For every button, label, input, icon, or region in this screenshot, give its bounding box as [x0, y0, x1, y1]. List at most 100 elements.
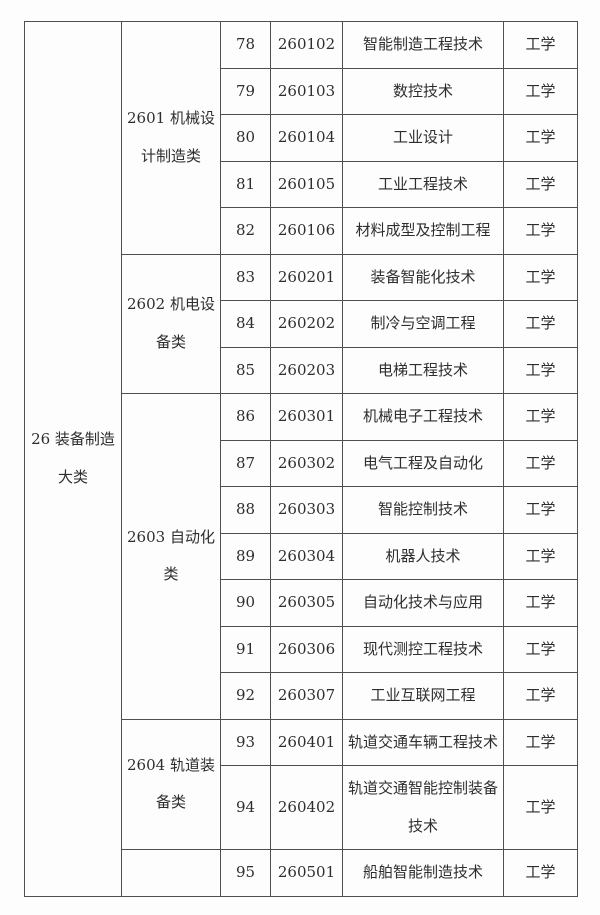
table-row: 26 装备制造 大类 2601 机械设 计制造类 78 260102 智能制造工…: [24, 21, 578, 897]
degree-cell: 工学: [503, 346, 578, 394]
code-cell: 260402: [270, 765, 343, 850]
table-row: 85 260203 电梯工程技术 工学: [25, 346, 578, 394]
group-label-line1: 2604 轨道装: [127, 755, 215, 774]
program-name-cell: 电梯工程技术: [342, 346, 504, 394]
program-name-cell: 装备智能化技术: [342, 253, 504, 301]
degree-cell: 工学: [503, 300, 578, 348]
code-cell: 260307: [270, 672, 343, 720]
seq-cell: 89: [220, 532, 271, 580]
seq-cell: 84: [220, 300, 271, 348]
code-cell: 260401: [270, 718, 343, 766]
table-row: 2604 轨道装 备类 93 260401 轨道交通车辆工程技术 工学: [25, 718, 578, 850]
program-name-cell: 现代测控工程技术: [342, 625, 504, 673]
seq-cell: 95: [220, 849, 271, 897]
program-name-cell: 制冷与空调工程: [342, 300, 504, 348]
seq-cell: 83: [220, 253, 271, 301]
group-label-line2: 备类: [155, 793, 186, 812]
table-row: 2603 自动化 类 86 260301 机械电子工程技术 工学: [25, 393, 578, 720]
program-name-cell: 船舶智能制造技术: [342, 849, 504, 897]
big-category-line1: 26 装备制造: [31, 430, 115, 449]
program-name-cell: 数控技术: [342, 67, 504, 115]
table-row: 80 260104 工业设计 工学: [25, 114, 578, 162]
code-cell: 260106: [270, 207, 343, 255]
degree-cell: 工学: [503, 625, 578, 673]
table-row: 82 260106 材料成型及控制工程 工学: [25, 207, 578, 255]
seq-cell: 90: [220, 579, 271, 627]
seq-cell: 88: [220, 486, 271, 534]
seq-cell: 93: [220, 718, 271, 766]
seq-cell: 92: [220, 672, 271, 720]
seq-cell: 87: [220, 439, 271, 487]
group-cell-empty: [121, 849, 221, 897]
program-name-cell: 工业工程技术: [342, 160, 504, 208]
program-name-cell: 轨道交通车辆工程技术: [342, 718, 504, 766]
table-row: 95 260501 船舶智能制造技术 工学: [25, 849, 578, 897]
seq-cell: 94: [220, 765, 271, 850]
code-cell: 260202: [270, 300, 343, 348]
program-name-cell: 机械电子工程技术: [342, 393, 504, 441]
degree-cell: 工学: [503, 21, 578, 69]
table-row: 84 260202 制冷与空调工程 工学: [25, 300, 578, 348]
code-cell: 260306: [270, 625, 343, 673]
degree-cell: 工学: [503, 672, 578, 720]
table-row: 87 260302 电气工程及自动化 工学: [25, 439, 578, 487]
table-row: 89 260304 机器人技术 工学: [25, 532, 578, 580]
table-row: 92 260307 工业互联网工程 工学: [25, 672, 578, 720]
table-row: 94 260402 轨道交通智能控制装备技术 工学: [25, 765, 578, 850]
degree-cell: 工学: [503, 532, 578, 580]
group-label-line2: 备类: [155, 332, 186, 351]
program-name-cell: 智能控制技术: [342, 486, 504, 534]
code-cell: 260501: [270, 849, 343, 897]
degree-cell: 工学: [503, 160, 578, 208]
big-category-cell: 26 装备制造 大类: [24, 21, 122, 897]
degree-cell: 工学: [503, 486, 578, 534]
group-cell-2603: 2603 自动化 类: [121, 393, 221, 720]
code-cell: 260305: [270, 579, 343, 627]
seq-cell: 81: [220, 160, 271, 208]
program-name-cell: 电气工程及自动化: [342, 439, 504, 487]
seq-cell: 85: [220, 346, 271, 394]
group-label-line1: 2602 机电设: [127, 295, 215, 314]
seq-cell: 91: [220, 625, 271, 673]
program-name-cell: 材料成型及控制工程: [342, 207, 504, 255]
code-cell: 260103: [270, 67, 343, 115]
group-label-line2: 类: [163, 565, 179, 584]
seq-cell: 78: [220, 21, 271, 69]
code-cell: 260304: [270, 532, 343, 580]
degree-cell: 工学: [503, 718, 578, 766]
seq-cell: 79: [220, 67, 271, 115]
degree-cell: 工学: [503, 114, 578, 162]
table-row: 81 260105 工业工程技术 工学: [25, 160, 578, 208]
seq-cell: 86: [220, 393, 271, 441]
program-classification-table: 26 装备制造 大类 2601 机械设 计制造类 78 260102 智能制造工…: [24, 21, 578, 897]
code-cell: 260301: [270, 393, 343, 441]
code-cell: 260104: [270, 114, 343, 162]
program-name-cell: 自动化技术与应用: [342, 579, 504, 627]
seq-cell: 80: [220, 114, 271, 162]
group-label-line2: 计制造类: [140, 146, 201, 165]
table-row: 91 260306 现代测控工程技术 工学: [25, 625, 578, 673]
program-name-cell: 智能制造工程技术: [342, 21, 504, 69]
program-name-cell: 轨道交通智能控制装备技术: [342, 765, 504, 850]
group-cell-2601: 2601 机械设 计制造类: [121, 21, 221, 255]
code-cell: 260203: [270, 346, 343, 394]
program-name-cell: 工业互联网工程: [342, 672, 504, 720]
degree-cell: 工学: [503, 579, 578, 627]
degree-cell: 工学: [503, 439, 578, 487]
table-row: 88 260303 智能控制技术 工学: [25, 486, 578, 534]
degree-cell: 工学: [503, 67, 578, 115]
program-name-cell: 工业设计: [342, 114, 504, 162]
code-cell: 260201: [270, 253, 343, 301]
degree-cell: 工学: [503, 207, 578, 255]
seq-cell: 82: [220, 207, 271, 255]
group-label-line1: 2601 机械设: [127, 109, 215, 128]
table-row: 79 260103 数控技术 工学: [25, 67, 578, 115]
degree-cell: 工学: [503, 393, 578, 441]
program-name-cell: 机器人技术: [342, 532, 504, 580]
code-cell: 260303: [270, 486, 343, 534]
group-cell-2604: 2604 轨道装 备类: [121, 718, 221, 850]
code-cell: 260302: [270, 439, 343, 487]
degree-cell: 工学: [503, 253, 578, 301]
group-label-line1: 2603 自动化: [127, 527, 215, 546]
